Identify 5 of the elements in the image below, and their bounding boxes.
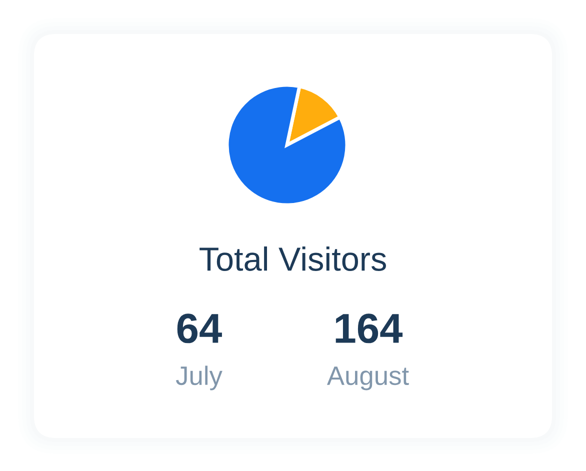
text: 164 (336, 314, 403, 344)
text: 64 (177, 314, 222, 344)
text: July (176, 366, 222, 390)
text: August (326, 366, 409, 390)
text: Total Visitors (200, 246, 386, 271)
